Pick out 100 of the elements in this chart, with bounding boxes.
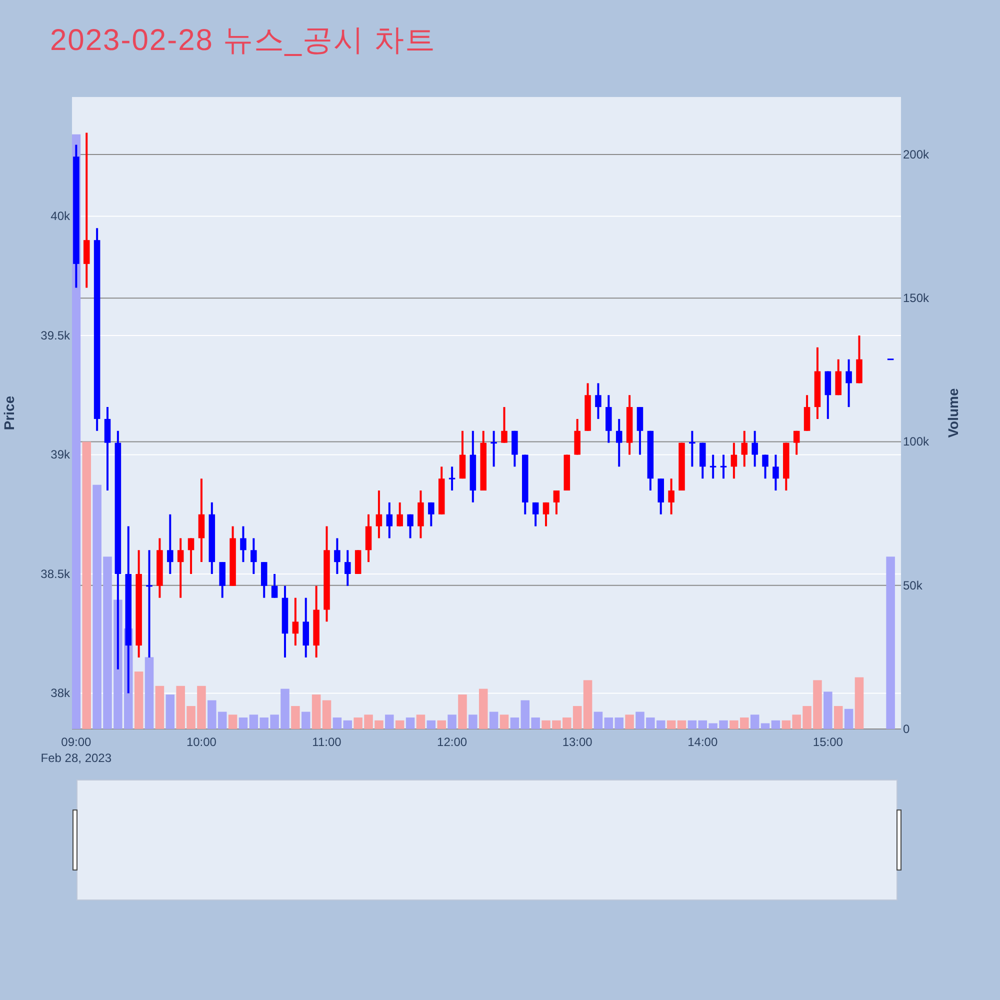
candlestick — [292, 596, 299, 647]
candlestick — [772, 454, 779, 492]
candlestick — [856, 334, 862, 384]
x-tick-label: 12:00 — [437, 735, 468, 749]
candlestick — [354, 549, 362, 575]
bar — [594, 712, 603, 729]
bar — [228, 714, 238, 729]
y2-tick-label: 0 — [903, 722, 910, 736]
y2-axis-title: Volume — [945, 388, 961, 438]
candlestick — [418, 490, 424, 540]
candlestick — [490, 430, 497, 468]
candlestick — [512, 430, 518, 468]
candlestick — [553, 490, 560, 516]
candlestick — [219, 561, 226, 599]
bar — [478, 688, 488, 729]
candlestick — [824, 370, 832, 420]
bar — [82, 442, 91, 729]
bar — [886, 556, 895, 729]
candlestick — [689, 430, 696, 468]
bar — [666, 720, 676, 729]
candlestick — [448, 466, 456, 492]
candlestick — [386, 501, 393, 540]
candlestick — [365, 513, 372, 564]
y2-tick-label: 150k — [903, 291, 930, 306]
candlestick — [574, 418, 580, 456]
bar — [134, 672, 144, 729]
candlestick — [532, 501, 539, 528]
y-tick-label: 39k — [50, 448, 71, 462]
x-tick-label: 10:00 — [186, 735, 217, 749]
candlestick — [542, 501, 550, 528]
candlestick — [428, 501, 434, 528]
candlestick — [459, 430, 466, 480]
y2-tick-label: 200k — [903, 147, 930, 162]
bar — [458, 694, 467, 729]
candlestick — [835, 358, 842, 396]
x-tick-label: 11:00 — [312, 735, 342, 749]
candlestick — [658, 478, 664, 516]
bar — [489, 712, 498, 729]
candlestick — [177, 537, 184, 599]
bar — [406, 718, 415, 729]
candlestick — [334, 537, 340, 575]
candlestick — [188, 537, 194, 575]
bar — [625, 714, 634, 729]
candlestick — [636, 406, 644, 456]
y-tick-label: 38k — [50, 686, 71, 700]
candlestick — [501, 406, 508, 444]
candlestick — [271, 572, 278, 599]
bar — [416, 714, 426, 729]
text: Feb 28, 2023 — [40, 751, 112, 765]
candlestick — [846, 358, 852, 408]
bar — [500, 714, 509, 729]
y2-tick-label: 50k — [903, 578, 924, 592]
candlestick — [396, 501, 403, 528]
candlestick — [595, 382, 602, 420]
candlestick — [260, 561, 268, 599]
y-tick-label: 40k — [50, 209, 71, 224]
bar — [332, 718, 342, 729]
bar — [750, 714, 760, 729]
candlestick — [250, 537, 257, 575]
bar — [166, 694, 175, 729]
candlestick — [198, 478, 205, 564]
bar — [844, 708, 854, 729]
candlestick — [762, 454, 768, 480]
bar — [426, 720, 436, 729]
bar — [301, 712, 310, 729]
candlestick — [741, 430, 748, 468]
candlestick — [104, 406, 111, 492]
candlestick — [668, 478, 674, 516]
bar — [437, 720, 446, 729]
y-tick-label: 39.5k — [40, 328, 71, 342]
candlestick — [302, 596, 310, 658]
candlestick — [83, 132, 90, 289]
candlestick — [752, 430, 758, 468]
candlestick — [376, 490, 382, 540]
chart-title: 2023-02-28 뉴스_공시 차트 — [50, 24, 436, 57]
y-tick-label: 38.5k — [40, 566, 71, 581]
bar — [824, 692, 832, 729]
bar — [395, 720, 404, 729]
candlestick — [616, 418, 622, 468]
candlestick — [240, 525, 246, 564]
bar — [677, 720, 686, 729]
x-tick-label: 15:00 — [812, 735, 844, 749]
candlestick — [699, 442, 706, 480]
bar — [238, 718, 248, 729]
bar — [291, 706, 300, 729]
y-axis-title: Price — [1, 396, 17, 430]
bar — [760, 723, 770, 729]
bar — [343, 720, 352, 729]
candlestick — [344, 549, 351, 587]
candlestick — [606, 394, 612, 444]
candlestick — [720, 454, 727, 480]
x-tick-label: 13:00 — [562, 735, 593, 749]
bar — [312, 694, 321, 729]
candlestick — [167, 513, 174, 575]
bar — [155, 686, 164, 729]
candlestick — [710, 454, 716, 480]
y2-tick-label: 100k — [903, 434, 930, 449]
bar — [771, 720, 780, 729]
candlestick — [804, 394, 810, 432]
x-tick-label: 09:00 — [61, 735, 92, 749]
